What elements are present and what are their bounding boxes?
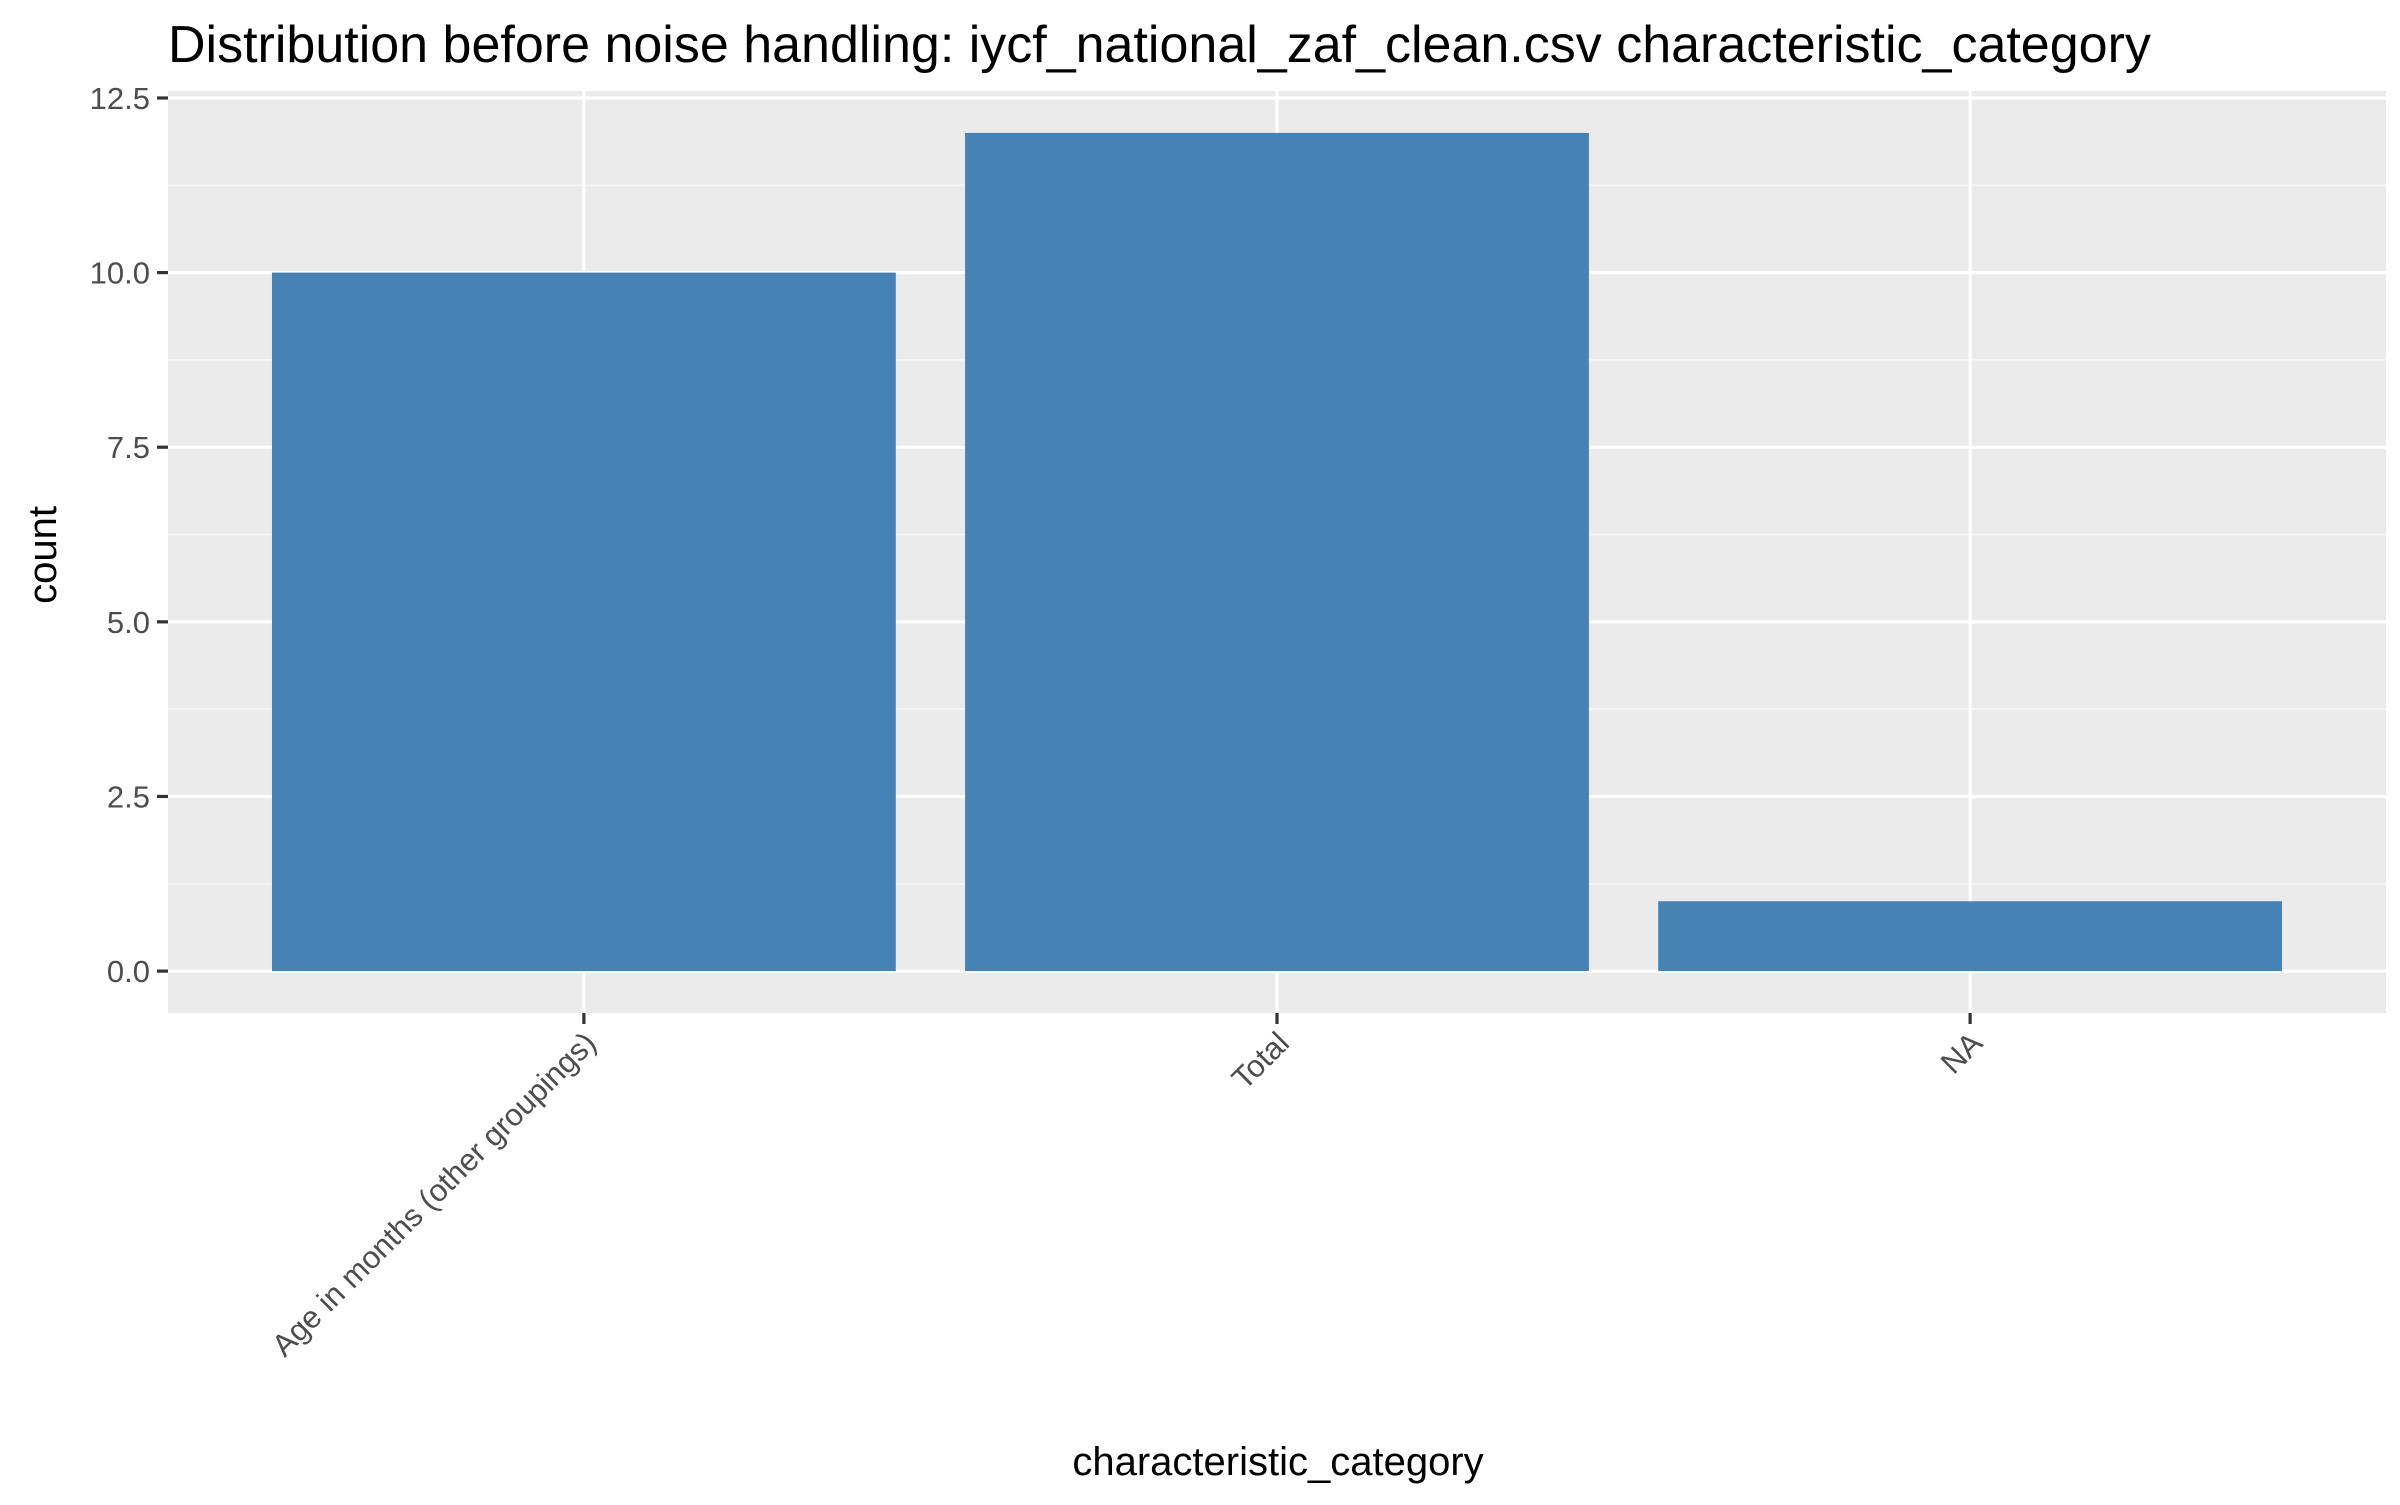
x-tick-label: Age in months (other groupings) [265,1025,603,1363]
y-tick-label: 0.0 [107,954,150,989]
y-tick-label: 5.0 [107,605,150,640]
bar-total [965,132,1589,972]
y-axis: 0.0 2.5 5.0 7.5 10.0 12.5 [90,81,168,989]
bar-age-in-months-other-groupings [271,272,896,972]
bar-series [271,132,2283,972]
y-tick-label: 10.0 [90,256,150,291]
bar-na [1658,901,2283,972]
x-axis-title: characteristic_category [1072,1440,1483,1484]
y-tick-label: 12.5 [90,81,150,116]
x-axis: Age in months (other groupings) Total NA [265,1013,1989,1363]
y-axis-title: count [21,506,65,604]
x-tick-label: NA [1934,1025,1989,1080]
x-tick-label: Total [1225,1025,1296,1096]
y-tick-label: 7.5 [107,430,150,465]
y-tick-label: 2.5 [107,779,150,814]
chart-title: Distribution before noise handling: iycf… [168,16,2151,74]
